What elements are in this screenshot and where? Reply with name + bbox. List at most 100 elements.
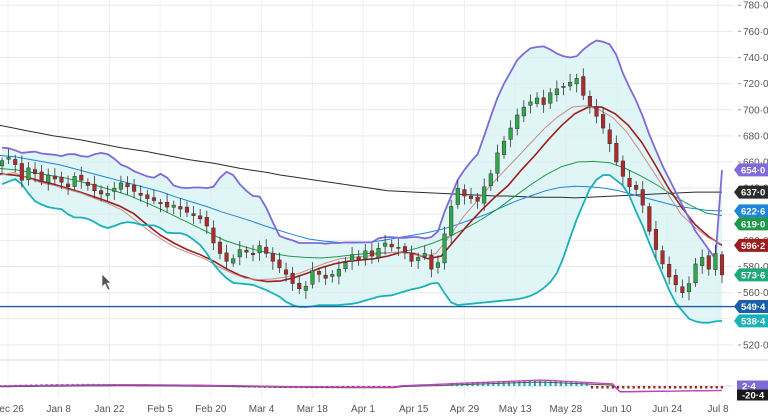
candle — [250, 244, 256, 262]
macd-histogram-bar — [622, 386, 625, 389]
candle — [52, 168, 57, 186]
candle — [224, 244, 229, 270]
candle — [303, 281, 308, 299]
candle — [363, 244, 368, 266]
moving-average-line-5 — [0, 105, 723, 281]
candle-body — [32, 169, 38, 175]
candle — [667, 256, 672, 285]
candle — [719, 251, 725, 284]
macd-histogram-bar — [700, 386, 703, 389]
candle-body — [125, 183, 130, 188]
bollinger-upper-line — [1, 39, 723, 262]
candle-body — [171, 204, 176, 208]
candle-body — [184, 206, 190, 213]
candle — [198, 209, 203, 224]
macd-histogram-bar — [632, 386, 635, 389]
candle — [700, 249, 705, 274]
candle-body — [39, 171, 44, 182]
price-tag-label: 549·4 — [741, 302, 766, 313]
candle-body — [429, 255, 434, 270]
x-tick-label: Jan 8 — [46, 404, 71, 415]
candle — [614, 135, 619, 166]
candle — [317, 267, 322, 283]
candle — [449, 200, 454, 244]
candle-body — [283, 269, 289, 275]
candle-body — [145, 194, 150, 199]
candle — [713, 245, 718, 276]
y-tick-label: 560·0 — [743, 288, 768, 299]
candle — [521, 100, 526, 123]
candle — [204, 210, 209, 234]
macd-tag-label: -20·4 — [742, 391, 765, 402]
price-tag: 538·4 — [734, 314, 768, 328]
candle-body — [46, 174, 51, 183]
price-tag-label: 538·4 — [741, 316, 766, 327]
candle — [594, 99, 599, 124]
moving-average-line-3 — [0, 160, 723, 259]
macd-histogram-bar — [606, 386, 609, 389]
candle — [13, 154, 18, 173]
candle-body — [178, 206, 183, 210]
candle — [191, 206, 196, 225]
macd-histogram-bar — [653, 386, 656, 389]
candle — [178, 198, 183, 217]
candle — [26, 162, 31, 186]
candle-body — [264, 246, 269, 254]
candle-body — [455, 187, 460, 205]
candle — [92, 175, 97, 199]
candle-body — [634, 185, 639, 190]
candle — [534, 92, 540, 108]
candle-body — [336, 268, 341, 277]
candle-body — [92, 183, 97, 192]
candle-body — [495, 152, 500, 174]
candle — [79, 166, 84, 189]
y-tick-label: 660·0 — [743, 158, 768, 169]
candle — [383, 234, 388, 255]
candle — [581, 68, 586, 101]
macd-histogram-bar — [668, 386, 672, 389]
x-tick-label: Jun 24 — [652, 404, 682, 415]
price-tags: 654·0 637·0 622·6 619·0 596·2 573·6 549·4 538·4 — [734, 163, 768, 328]
moving-average-line-1 — [0, 124, 722, 199]
candle — [158, 198, 163, 213]
macd-histogram-bar — [642, 386, 646, 389]
candle — [336, 260, 341, 285]
macd-histogram-bar — [611, 386, 614, 389]
candle-body — [568, 82, 573, 87]
macd-histogram-bar — [596, 386, 599, 389]
candle-body — [601, 114, 606, 129]
price-tag: 637·0 — [734, 185, 768, 199]
macd-histogram-bar — [627, 386, 630, 389]
candle-body — [317, 271, 322, 275]
candle — [455, 180, 460, 209]
macd-histogram-bar — [601, 386, 604, 389]
candle — [501, 135, 507, 159]
candle-body — [402, 246, 407, 253]
candle — [462, 184, 467, 205]
candle-body — [350, 254, 355, 262]
price-tag-bg — [734, 314, 768, 328]
y-tick-label: 780·0 — [743, 1, 768, 12]
candle-body — [700, 257, 705, 267]
candle-body — [66, 183, 71, 188]
candle — [66, 175, 71, 195]
candle-body — [0, 160, 5, 167]
macd-histogram-bar — [720, 386, 723, 389]
macd-panel: 2·4-20·4 — [0, 379, 768, 402]
candle-body — [554, 88, 559, 95]
candle-body — [303, 285, 308, 291]
x-axis: Dec 26 Jan 8 Jan 22 Feb 5 Feb 20 Mar 4 Mar 18 A… — [0, 404, 729, 415]
candle-body — [356, 256, 361, 261]
candle-body — [488, 173, 493, 187]
candle-body — [581, 76, 586, 96]
candle — [244, 246, 249, 259]
candle — [627, 170, 632, 194]
candle — [693, 257, 698, 287]
candle — [389, 239, 394, 252]
macd-histogram-bar — [658, 386, 661, 389]
macd-histogram-bar — [637, 386, 640, 389]
x-tick-label: Jul 8 — [707, 404, 729, 415]
candle — [634, 181, 639, 197]
candle-body — [343, 262, 348, 269]
